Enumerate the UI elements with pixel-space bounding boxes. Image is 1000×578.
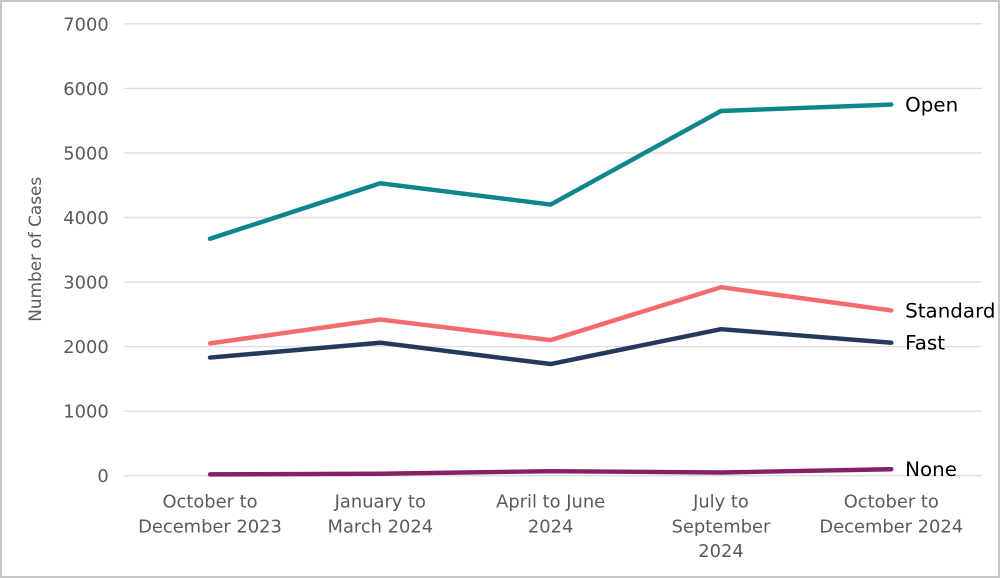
series-end-labels: Open Standard Fast None <box>905 93 995 481</box>
y-tick-label: 2000 <box>63 337 108 358</box>
gridlines-layer <box>124 23 982 477</box>
x-tick-label: October to December 2023 <box>138 491 282 537</box>
x-tick-label-line: July to <box>692 491 749 512</box>
y-axis-title: Number of Cases <box>25 177 45 322</box>
y-tick-label: 1000 <box>63 402 108 423</box>
series-end-label-standard: Standard <box>905 299 995 322</box>
x-tick-label-line: March 2024 <box>328 516 434 537</box>
x-tick-label-line: December 2023 <box>138 516 282 537</box>
x-tick-label: April to June 2024 <box>496 491 605 537</box>
x-tick-label-line: January to <box>334 491 426 512</box>
x-axis-tick-labels: October to December 2023 January to March 2… <box>138 491 963 562</box>
series-lines-layer <box>207 102 894 477</box>
y-tick-label: 6000 <box>63 79 108 100</box>
series-line-none <box>207 467 894 477</box>
x-tick-label: July to September 2024 <box>672 491 771 562</box>
series-end-label-none: None <box>905 458 957 481</box>
x-tick-label-line: April to June <box>496 491 605 512</box>
series-end-label-fast: Fast <box>905 332 945 355</box>
x-tick-label-line: October to <box>162 491 257 512</box>
y-axis-tick-labels: 0 1000 2000 3000 4000 5000 6000 7000 <box>63 14 108 487</box>
x-tick-label: January to March 2024 <box>328 491 434 537</box>
x-tick-label-line: October to <box>844 491 939 512</box>
x-tick-label-line: 2024 <box>698 541 743 562</box>
y-tick-label: 0 <box>97 466 108 487</box>
series-line-standard <box>207 284 894 346</box>
y-tick-label: 3000 <box>63 273 108 294</box>
series-line-open <box>207 102 894 242</box>
x-tick-label-line: September <box>672 516 771 537</box>
series-end-label-open: Open <box>905 93 958 116</box>
y-tick-label: 5000 <box>63 143 108 164</box>
y-tick-label: 4000 <box>63 208 108 229</box>
y-tick-label: 7000 <box>63 14 108 35</box>
series-line-fast <box>207 326 894 367</box>
x-tick-label-line: 2024 <box>528 516 573 537</box>
x-tick-label: October to December 2024 <box>819 491 963 537</box>
x-tick-label-line: December 2024 <box>819 516 963 537</box>
